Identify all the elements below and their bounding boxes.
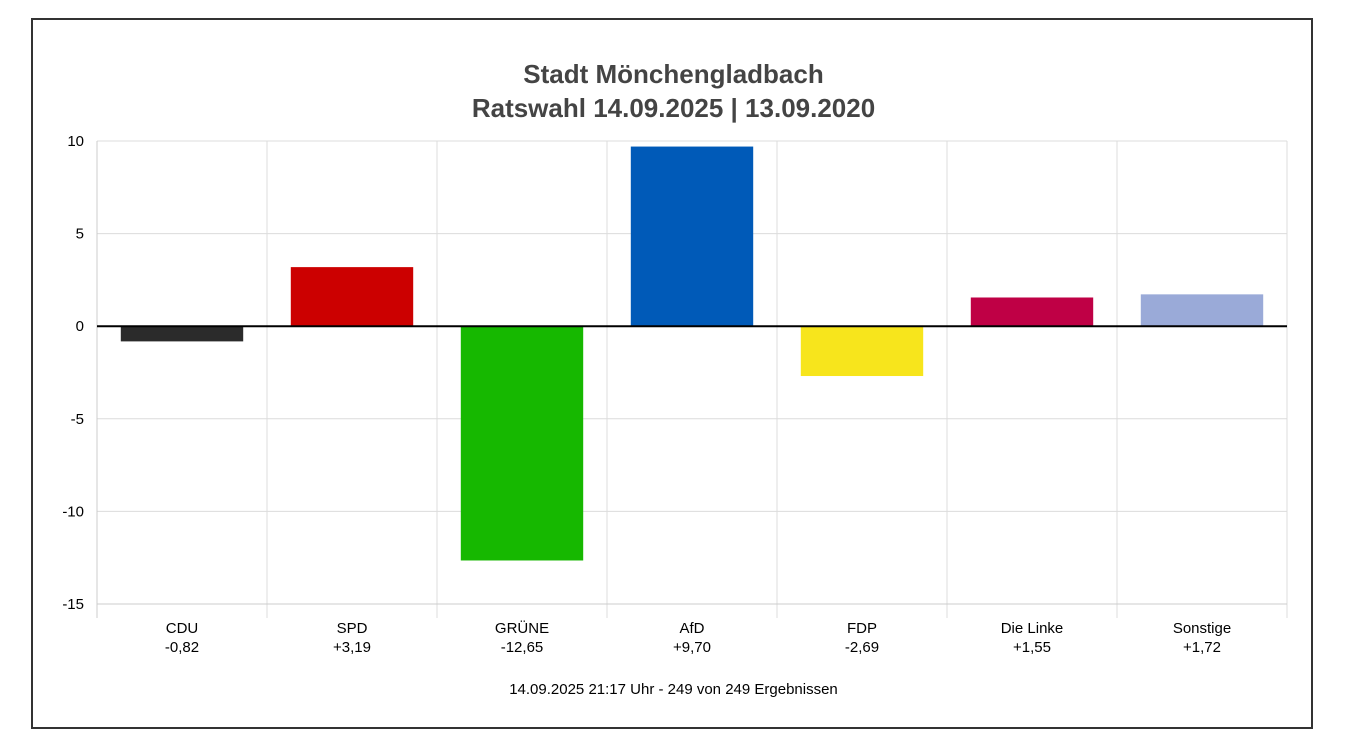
x-category-label: Sonstige (1173, 620, 1231, 637)
x-value-label: +1,55 (1013, 639, 1051, 656)
chart-footer: 14.09.2025 21:17 Uhr - 249 von 249 Ergeb… (509, 681, 838, 698)
x-value-label: +1,72 (1183, 639, 1221, 656)
x-value-label: +9,70 (673, 639, 711, 656)
chart-subtitle: Ratswahl 14.09.2025 | 13.09.2020 (471, 93, 876, 123)
x-category-label: GRÜNE (495, 619, 549, 637)
x-category-label: FDP (847, 620, 877, 637)
x-category-label: SPD (337, 620, 368, 637)
bar-afd (630, 146, 754, 327)
bar-sonstige (1140, 294, 1264, 327)
x-category-label: AfD (679, 620, 704, 637)
chart-title: Stadt Mönchengladbach (523, 59, 824, 89)
bar-fdp (800, 326, 924, 377)
bar-spd (290, 267, 414, 327)
x-category-label: Die Linke (1001, 620, 1064, 637)
bar-die-linke (970, 297, 1094, 327)
x-value-label: -12,65 (501, 639, 544, 656)
x-value-label: -0,82 (165, 639, 199, 656)
y-tick-label: -5 (71, 411, 84, 428)
y-tick-label: 10 (67, 133, 84, 150)
y-tick-label: -15 (62, 596, 84, 613)
y-tick-label: -10 (62, 503, 84, 520)
x-value-label: +3,19 (333, 639, 371, 656)
bar-grüne (460, 326, 584, 561)
y-tick-label: 5 (76, 226, 84, 243)
x-value-label: -2,69 (845, 639, 879, 656)
y-tick-label: 0 (76, 318, 84, 335)
x-category-label: CDU (166, 620, 199, 637)
bar-cdu (120, 326, 244, 342)
chart-frame (31, 18, 1313, 729)
